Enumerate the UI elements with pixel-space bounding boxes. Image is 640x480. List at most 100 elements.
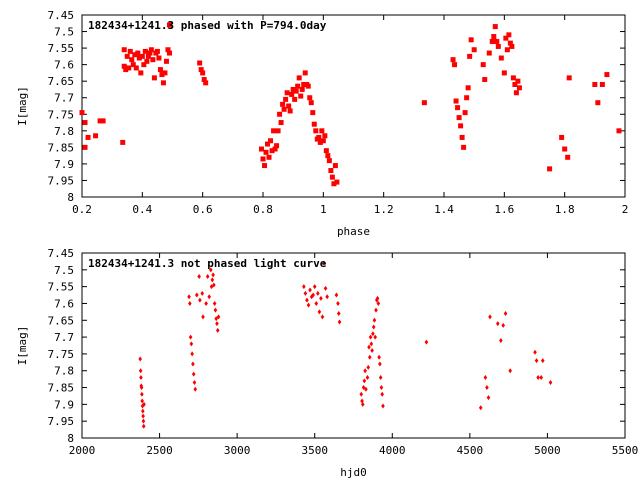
data-point xyxy=(203,80,209,86)
data-point xyxy=(215,327,220,333)
data-point xyxy=(281,106,287,112)
data-point xyxy=(286,103,292,109)
x-tick-label: 2 xyxy=(622,203,629,216)
y-tick-label: 7.85 xyxy=(48,141,75,154)
x-tick-label: 1 xyxy=(320,203,327,216)
data-point xyxy=(127,48,133,54)
data-point xyxy=(499,337,503,343)
data-point xyxy=(121,63,127,69)
data-point xyxy=(366,364,371,370)
data-point xyxy=(311,121,317,127)
data-point xyxy=(298,93,304,99)
data-point xyxy=(325,294,329,300)
data-point xyxy=(141,413,145,419)
y-tick-label: 7.55 xyxy=(48,42,75,55)
data-point xyxy=(316,134,322,140)
data-point xyxy=(139,385,144,391)
data-point xyxy=(322,133,328,139)
data-point xyxy=(278,120,284,126)
data-point xyxy=(139,374,143,380)
data-point xyxy=(121,47,127,53)
data-point xyxy=(140,391,144,397)
data-point xyxy=(283,96,289,102)
data-point xyxy=(140,403,145,409)
data-point xyxy=(498,55,504,61)
data-point xyxy=(482,77,488,83)
data-point xyxy=(471,47,477,53)
y-tick-label: 7.85 xyxy=(48,382,75,395)
data-point xyxy=(376,300,381,306)
data-point xyxy=(461,144,467,150)
data-point xyxy=(140,398,144,404)
data-point xyxy=(314,300,319,306)
data-point xyxy=(480,62,486,68)
data-point xyxy=(166,22,172,28)
data-point xyxy=(157,67,163,73)
data-point xyxy=(503,311,508,317)
data-point xyxy=(334,179,340,185)
data-point xyxy=(506,32,512,38)
data-point xyxy=(138,70,144,76)
data-point xyxy=(163,58,169,64)
data-point xyxy=(372,317,377,323)
data-point xyxy=(197,60,203,66)
data-point xyxy=(375,295,380,301)
data-point xyxy=(310,110,316,116)
y-tick-label: 7.45 xyxy=(48,9,75,22)
data-point xyxy=(332,163,338,169)
data-point xyxy=(334,292,339,298)
x-tick-label: 4500 xyxy=(457,444,484,457)
data-point xyxy=(452,62,458,68)
data-point xyxy=(495,43,501,49)
data-point xyxy=(200,70,206,76)
data-point xyxy=(187,294,191,300)
data-point xyxy=(312,284,317,290)
data-point xyxy=(133,65,139,71)
data-point xyxy=(165,47,171,53)
data-point xyxy=(136,55,142,61)
data-point xyxy=(459,134,465,140)
data-point xyxy=(534,358,539,364)
data-point xyxy=(336,311,341,317)
y-tick-label: 7.8 xyxy=(54,125,74,138)
data-point xyxy=(540,358,545,364)
x-axis-label: phase xyxy=(337,225,370,238)
data-point xyxy=(359,391,364,397)
data-point xyxy=(305,297,309,303)
x-tick-label: 3500 xyxy=(301,444,328,457)
data-point xyxy=(198,297,202,303)
data-point xyxy=(124,53,130,59)
data-point xyxy=(326,158,332,164)
data-point xyxy=(319,128,325,134)
data-point xyxy=(424,339,429,345)
data-point xyxy=(201,77,207,83)
x-tick-label: 0.6 xyxy=(193,203,213,216)
data-point xyxy=(295,83,301,89)
data-point xyxy=(367,344,371,350)
data-point xyxy=(328,168,334,174)
data-point xyxy=(595,100,601,106)
data-point xyxy=(275,128,281,134)
data-point xyxy=(362,378,367,384)
y-tick-label: 7.95 xyxy=(48,415,75,428)
data-point xyxy=(296,75,302,81)
x-tick-label: 1.2 xyxy=(374,203,394,216)
data-point xyxy=(93,133,99,139)
data-point xyxy=(329,174,335,180)
x-tick-label: 0.4 xyxy=(132,203,152,216)
data-point xyxy=(159,72,165,78)
data-point xyxy=(130,62,136,68)
data-point xyxy=(139,53,145,59)
data-point xyxy=(189,341,194,347)
data-point xyxy=(421,100,427,106)
y-tick-label: 7.65 xyxy=(48,314,75,327)
x-tick-label: 3000 xyxy=(224,444,251,457)
data-point xyxy=(212,282,216,288)
data-point xyxy=(216,314,221,320)
x-tick-label: 2000 xyxy=(69,444,96,457)
data-point xyxy=(141,408,145,414)
data-point xyxy=(308,287,312,293)
x-tick-label: 4000 xyxy=(379,444,406,457)
data-point xyxy=(377,354,381,360)
